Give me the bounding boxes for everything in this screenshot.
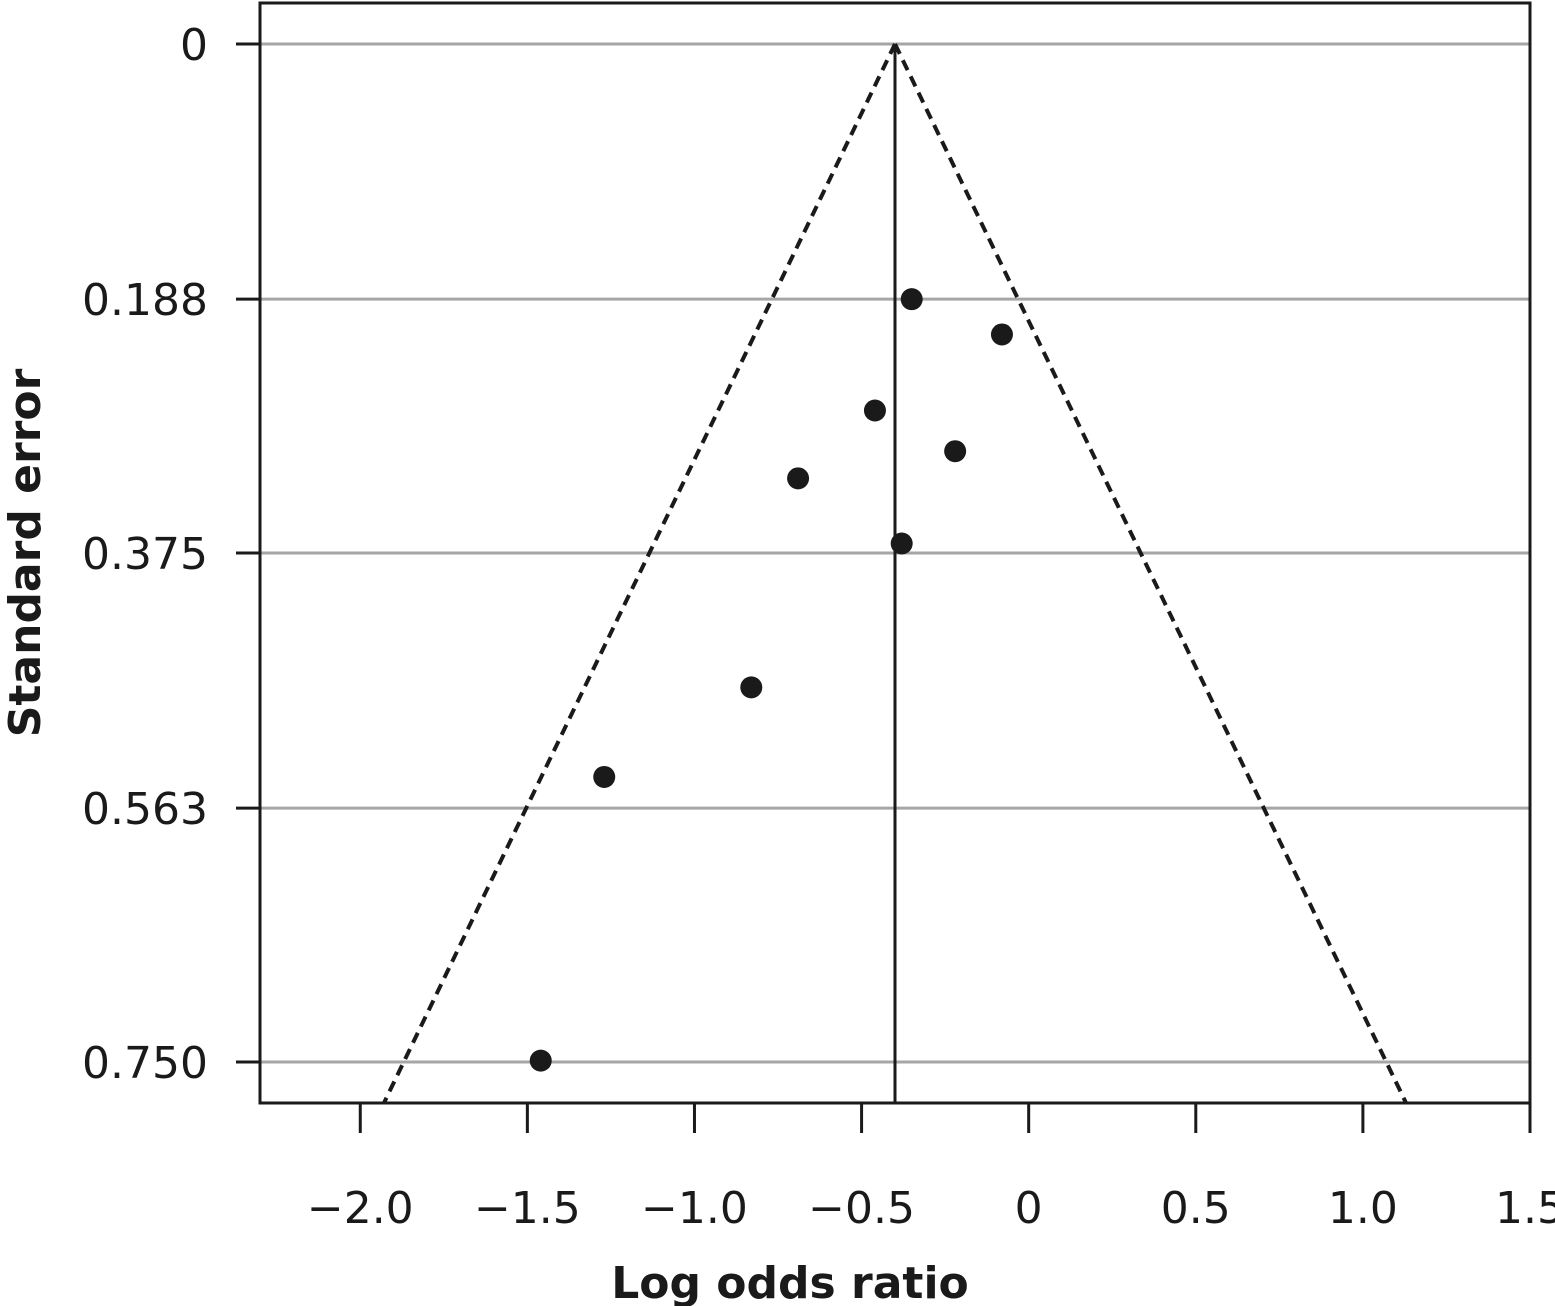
funnel-lines: [382, 43, 1408, 1104]
data-point: [990, 323, 1013, 346]
y-tick-label: 0.375: [82, 529, 208, 580]
y-axis: 0 0.188 0.375 0.563 0.750: [82, 20, 260, 1089]
x-tick-label: −1.0: [641, 1183, 748, 1234]
x-tick-label: 0: [1015, 1183, 1043, 1234]
data-point: [863, 399, 886, 422]
funnel-left-limit: [382, 43, 897, 1104]
y-tick-label: 0: [180, 20, 208, 71]
data-points: [529, 288, 1013, 1072]
x-axis: −2.0 −1.5 −1.0 −0.5 0 0.5 1.0 1.5: [307, 1103, 1555, 1234]
x-tick-label: −2.0: [307, 1183, 414, 1234]
x-tick-label: −0.5: [808, 1183, 915, 1234]
funnel-right-limit: [893, 43, 1408, 1104]
data-point: [900, 288, 923, 311]
data-point: [890, 532, 913, 555]
x-tick-label: 1.0: [1328, 1183, 1398, 1234]
data-point: [593, 765, 616, 788]
data-point: [740, 676, 763, 699]
y-tick-label: 0.563: [82, 784, 208, 835]
x-tick-label: −1.5: [474, 1183, 581, 1234]
y-tick-label: 0.188: [82, 275, 208, 326]
data-point: [787, 467, 810, 490]
y-axis-title: Standard error: [0, 368, 51, 737]
data-point: [944, 440, 967, 463]
x-tick-label: 0.5: [1161, 1183, 1231, 1234]
x-axis-title: Log odds ratio: [611, 1258, 969, 1306]
y-tick-label: 0.750: [82, 1038, 208, 1089]
x-tick-label: 1.5: [1495, 1183, 1555, 1234]
data-point: [529, 1049, 552, 1072]
